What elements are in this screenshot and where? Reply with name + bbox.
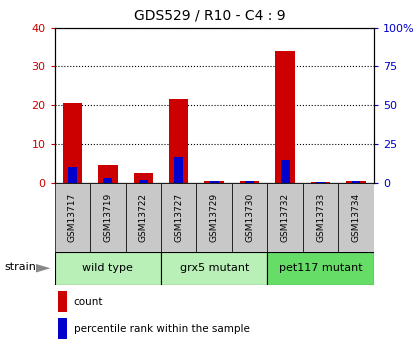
Text: GDS529 / R10 - C4 : 9: GDS529 / R10 - C4 : 9 <box>134 9 286 23</box>
Text: GSM13729: GSM13729 <box>210 193 219 242</box>
Bar <box>161 252 268 285</box>
Text: percentile rank within the sample: percentile rank within the sample <box>74 324 249 334</box>
Bar <box>55 252 161 285</box>
Bar <box>197 183 232 252</box>
Bar <box>58 318 67 339</box>
Text: wild type: wild type <box>82 263 133 273</box>
Bar <box>98 165 118 183</box>
Bar <box>169 99 189 183</box>
Bar <box>63 103 82 183</box>
Bar <box>311 182 331 183</box>
Bar <box>303 183 339 252</box>
Bar <box>139 180 148 183</box>
Text: GSM13732: GSM13732 <box>281 193 290 242</box>
Bar <box>58 290 67 312</box>
Bar <box>268 252 374 285</box>
Text: grx5 mutant: grx5 mutant <box>179 263 249 273</box>
Bar <box>268 183 303 252</box>
Text: count: count <box>74 297 103 306</box>
Text: GSM13722: GSM13722 <box>139 193 148 242</box>
Polygon shape <box>36 264 50 273</box>
Text: strain: strain <box>4 262 36 272</box>
Bar <box>174 157 183 183</box>
Text: GSM13727: GSM13727 <box>174 193 183 242</box>
Text: GSM13730: GSM13730 <box>245 193 254 243</box>
Text: GSM13734: GSM13734 <box>352 193 360 242</box>
Text: GSM13717: GSM13717 <box>68 193 77 243</box>
Bar <box>134 173 153 183</box>
Bar <box>245 181 254 183</box>
Bar <box>90 183 126 252</box>
Bar <box>240 181 260 183</box>
Bar <box>210 181 218 183</box>
Bar <box>339 183 374 252</box>
Text: GSM13719: GSM13719 <box>103 193 112 243</box>
Bar <box>352 180 360 183</box>
Bar <box>276 51 295 183</box>
Bar <box>316 182 325 183</box>
Bar <box>68 167 77 183</box>
Bar <box>281 160 289 183</box>
Text: pet117 mutant: pet117 mutant <box>279 263 362 273</box>
Bar <box>103 178 112 183</box>
Bar <box>232 183 268 252</box>
Bar <box>205 181 224 183</box>
Bar <box>55 183 90 252</box>
Bar <box>346 181 366 183</box>
Bar <box>126 183 161 252</box>
Text: GSM13733: GSM13733 <box>316 193 325 243</box>
Bar <box>161 183 197 252</box>
